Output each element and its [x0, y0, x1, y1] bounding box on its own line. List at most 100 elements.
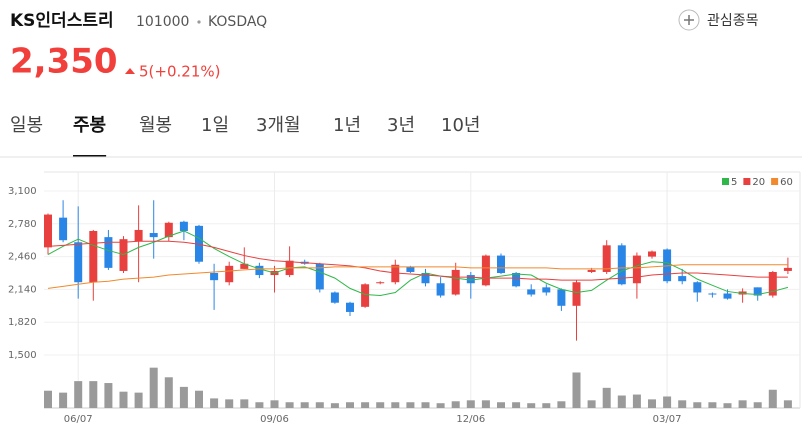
plus-circle[interactable] [678, 9, 700, 31]
price-change: 5(+0.21%) [139, 63, 220, 81]
legend-label: 5 [731, 177, 737, 188]
volume-bar [617, 395, 626, 408]
candle-body [693, 282, 702, 293]
candle-body [255, 265, 264, 276]
candle-body [210, 273, 219, 281]
candle-body [376, 282, 385, 284]
y-tick-label: 1,500 [8, 350, 37, 361]
volume-bar [44, 390, 52, 408]
candle-body [512, 273, 521, 287]
tab[interactable]: 월봉 [139, 115, 172, 136]
tab[interactable]: 3개월 [256, 115, 301, 136]
volume-bar [421, 402, 430, 408]
up-arrow [125, 68, 135, 74]
candle-body [648, 251, 656, 257]
volume-bar [678, 400, 687, 408]
price: 2,350 [10, 42, 118, 82]
candle-body [617, 245, 626, 285]
candle-body [134, 229, 143, 242]
volume-bar [693, 402, 702, 408]
volume-bar [406, 402, 415, 408]
legend-swatch [771, 178, 779, 185]
volume-bar [240, 399, 249, 408]
candle-body [149, 233, 158, 238]
volume-bar [497, 402, 505, 408]
candle-body [663, 249, 672, 282]
volume-bar [315, 402, 324, 408]
candle-body [542, 287, 551, 293]
volume-bar [466, 400, 475, 408]
watch-button[interactable]: 관심종목 [678, 9, 759, 31]
candle-body [723, 293, 732, 299]
candle-body [225, 265, 234, 283]
candle-body [346, 302, 354, 312]
volume-bar [648, 399, 656, 408]
volume-bar [195, 390, 203, 408]
volume-bar [723, 403, 732, 408]
y-tick-label: 3,100 [8, 186, 37, 197]
candle-body [195, 225, 203, 262]
tab[interactable]: 10년 [441, 115, 480, 136]
tab[interactable]: 1일 [201, 115, 229, 136]
volume-bar [346, 402, 354, 408]
volume-bar [436, 403, 445, 408]
y-tick-label: 1,820 [8, 317, 37, 328]
candle-body [74, 242, 83, 283]
candle-body [632, 255, 641, 284]
volume-bar [481, 400, 490, 408]
tab[interactable]: 3년 [387, 115, 415, 136]
volume-bar [587, 400, 596, 408]
volume-bar [783, 400, 792, 408]
volume-bar [376, 402, 385, 408]
volume-bar [391, 402, 400, 408]
candle-body [240, 263, 249, 269]
candle-body [164, 222, 173, 238]
volume-bar [512, 402, 521, 408]
candle-body [361, 284, 370, 307]
candle-body [768, 271, 777, 296]
volume-bar [768, 389, 777, 408]
moving-average-line [47, 240, 788, 281]
candle-body [497, 255, 505, 273]
market: KOSDAQ [208, 14, 267, 30]
volume-bar [663, 396, 672, 408]
stock-name: KS인더스트리 [10, 11, 114, 31]
y-tick-label: 2,780 [8, 219, 37, 230]
x-tick-label: 06/07 [64, 414, 93, 425]
candle-body [708, 293, 717, 295]
candle-body [315, 263, 324, 290]
volume-bar [104, 383, 113, 408]
volume-bar [632, 394, 641, 408]
plus-icon[interactable] [684, 15, 694, 25]
candle-body [44, 214, 52, 248]
tab[interactable]: 일봉 [10, 115, 43, 136]
volume-bar [527, 403, 536, 408]
watch-label[interactable]: 관심종목 [707, 13, 759, 29]
candle-body [602, 245, 611, 272]
legend-label: 60 [780, 177, 793, 188]
candle-body [527, 289, 536, 295]
volume-bar [89, 381, 98, 408]
volume-bar [225, 399, 234, 408]
volume-bar [542, 403, 551, 408]
volume-bar [179, 386, 188, 408]
volume-bar [451, 401, 460, 408]
y-tick-label: 2,140 [8, 284, 37, 295]
tab[interactable]: 주봉 [73, 115, 106, 136]
candle-body [783, 267, 792, 271]
stock-code: 101000 [136, 14, 189, 30]
volume-bar [164, 377, 173, 408]
moving-average-line [47, 264, 788, 289]
candle-body [421, 273, 430, 284]
volume-bar [59, 392, 68, 408]
x-tick-label: 09/06 [260, 414, 289, 425]
candle-body [391, 264, 400, 283]
x-tick-label: 12/06 [456, 414, 485, 425]
volume-bar [708, 402, 717, 408]
legend-swatch [743, 178, 751, 185]
tab[interactable]: 1년 [333, 115, 361, 136]
volume-bar [74, 381, 83, 408]
legend-label: 20 [752, 177, 765, 188]
candle-body [557, 289, 566, 306]
candle-body [436, 283, 445, 296]
